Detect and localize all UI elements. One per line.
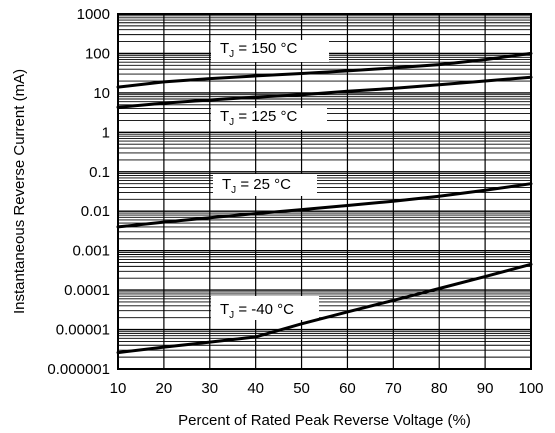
x-tick-label: 90 <box>477 380 494 397</box>
x-tick-label: 80 <box>431 380 448 397</box>
x-tick-label: 100 <box>518 380 543 397</box>
x-tick-label: 60 <box>339 380 356 397</box>
y-axis-label: Instantaneous Reverse Current (mA) <box>11 69 28 314</box>
y-tick-label: 0.01 <box>81 203 110 220</box>
curve-label: TJ = 25 °C <box>222 176 291 196</box>
curve-label: TJ = 150 °C <box>220 40 297 60</box>
curve-labels: TJ = 150 °C TJ = 125 °C TJ = 25 °C TJ = -40… <box>220 40 297 321</box>
series-line <box>116 262 533 355</box>
x-tick-label: 20 <box>156 380 173 397</box>
curve-label-background <box>213 174 317 196</box>
curve-label: TJ = 125 °C <box>220 108 297 128</box>
y-tick-label: 0.000001 <box>47 361 110 378</box>
series-line <box>116 75 533 109</box>
series-line <box>116 51 533 89</box>
tick-labels: 10 20 30 40 50 60 70 80 90 100 0.000001 0.00001 0.00… <box>47 6 543 397</box>
y-tick-label: 0.001 <box>72 243 110 260</box>
x-tick-label: 30 <box>201 380 218 397</box>
y-tick-label: 10 <box>93 85 110 102</box>
y-tick-label: 0.00001 <box>56 322 110 339</box>
x-tick-label: 70 <box>385 380 402 397</box>
x-tick-label: 50 <box>293 380 310 397</box>
series-lines <box>116 51 533 355</box>
plot-frame <box>117 13 532 370</box>
y-tick-label: 100 <box>85 45 110 62</box>
curve-label: TJ = -40 °C <box>220 301 294 321</box>
curve-label-background <box>211 108 327 130</box>
y-tick-label: 1000 <box>77 6 110 23</box>
x-axis-label: Percent of Rated Peak Reverse Voltage (%… <box>178 412 471 429</box>
curve-label-background <box>211 40 329 62</box>
y-tick-label: 0.0001 <box>64 282 110 299</box>
curve-label-background <box>211 296 319 320</box>
y-tick-label: 0.1 <box>89 164 110 181</box>
y-tick-label: 1 <box>102 124 110 141</box>
x-tick-label: 10 <box>110 380 127 397</box>
series-line <box>116 182 533 229</box>
x-tick-label: 40 <box>247 380 264 397</box>
curve-label-backgrounds <box>211 40 329 320</box>
